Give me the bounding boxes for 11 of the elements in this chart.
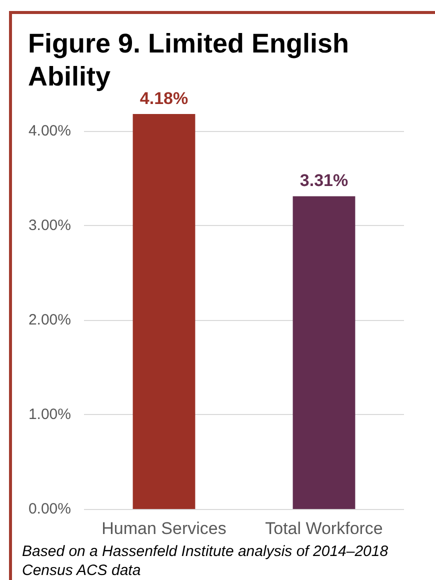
y-tick-label: 1.00% — [28, 406, 71, 423]
y-tick-label: 2.00% — [28, 312, 71, 328]
text: Based on a Hassenfeld Institute analysis of 2014–2018 Census ACS data — [22, 542, 390, 580]
y-tick-label: 3.00% — [28, 217, 71, 234]
x-tick-label: Total Workforce — [265, 519, 383, 538]
y-tick-label: 4.00% — [28, 122, 71, 140]
data-label: 4.18% — [140, 88, 188, 108]
x-tick-label: Human Services — [102, 519, 226, 538]
chart-title: Figure 9. Limited English Ability — [28, 28, 357, 92]
y-tick-label: 0.00% — [28, 500, 71, 518]
data-label: 3.31% — [300, 171, 348, 190]
